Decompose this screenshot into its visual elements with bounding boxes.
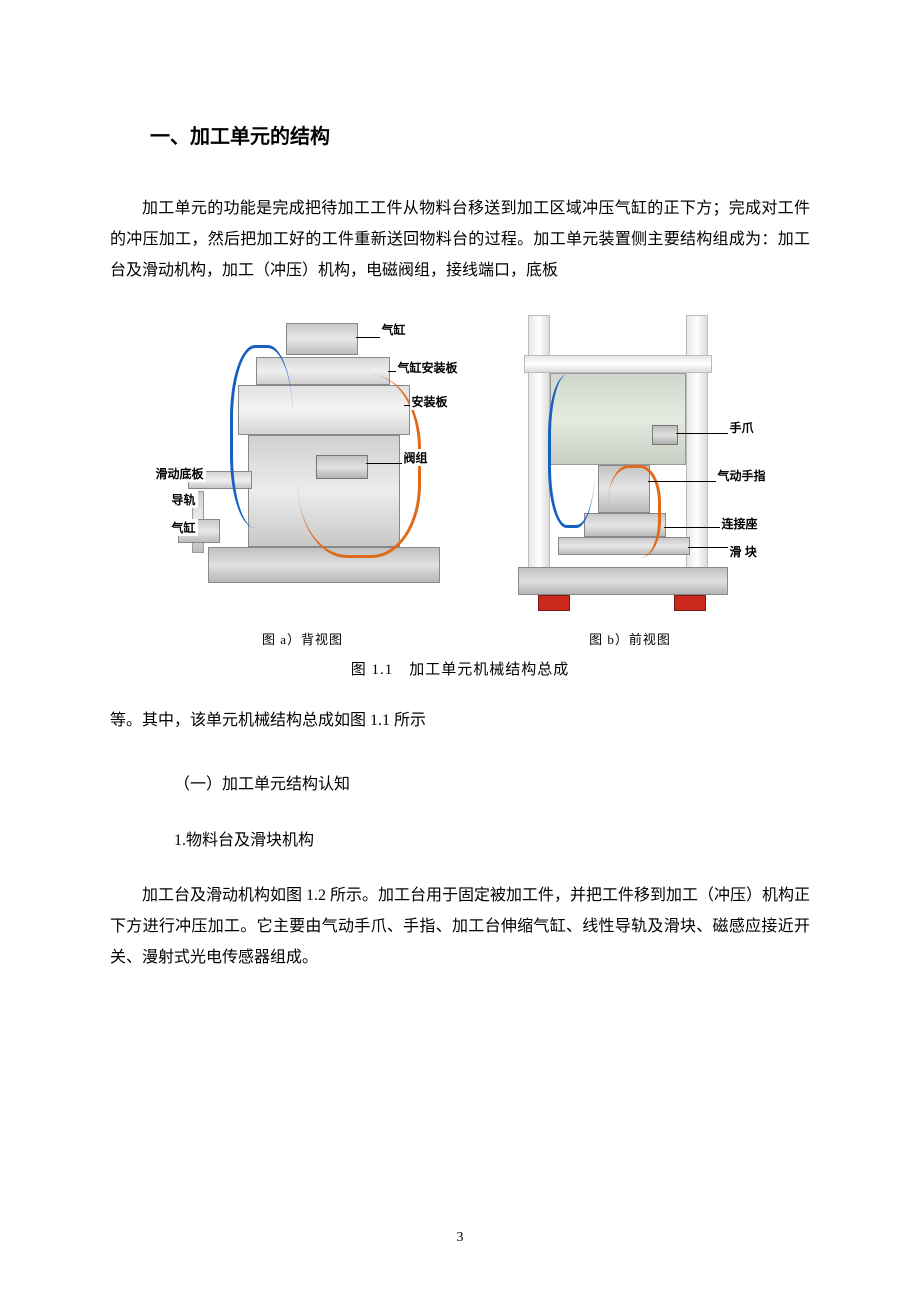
figure-a-wrap: 气缸 气缸安装板 安装板 阀组 滑动底板 导轨 气缸 图 a）背视图 <box>148 315 458 648</box>
callout-mount-plate: 安装板 <box>410 393 450 410</box>
subheading-1: （一）加工单元结构认知 <box>174 770 810 794</box>
paragraph-3: 加工台及滑动机构如图 1.2 所示。加工台用于固定被加工件，并把工件移到加工（冲… <box>110 880 810 974</box>
callout-cyl-mount-plate: 气缸安装板 <box>396 359 460 376</box>
fig-b-base <box>518 567 728 595</box>
figure-b-photo: 手爪 气动手指 连接座 滑 块 <box>488 315 773 625</box>
callout-claw: 手爪 <box>728 419 756 436</box>
figure-row: 气缸 气缸安装板 安装板 阀组 滑动底板 导轨 气缸 图 a）背视图 <box>110 315 810 648</box>
figure-a-caption: 图 a）背视图 <box>262 629 343 648</box>
figure-main-caption: 图 1.1 加工单元机械结构总成 <box>110 658 810 679</box>
page: 一、加工单元的结构 加工单元的功能是完成把待加工工件从物料台移送到加工区域冲压气… <box>0 0 920 1302</box>
figure-b-wrap: 手爪 气动手指 连接座 滑 块 图 b）前视图 <box>488 315 773 648</box>
subheading-2: 1.物料台及滑块机构 <box>174 826 810 850</box>
fig-a-base <box>208 547 440 583</box>
fig-b-hose-orange <box>608 465 661 558</box>
section-title: 一、加工单元的结构 <box>150 120 810 149</box>
lead-line <box>356 337 380 338</box>
callout-slide-base: 滑动底板 <box>154 465 206 482</box>
lead-line <box>366 463 402 464</box>
fig-b-claw <box>652 425 678 445</box>
callout-valve-group: 阀组 <box>402 449 430 466</box>
lead-line <box>688 547 728 548</box>
lead-line <box>676 433 728 434</box>
callout-slider: 滑 块 <box>728 543 759 560</box>
paragraph-2: 等。其中，该单元机械结构总成如图 1.1 所示 <box>110 705 810 736</box>
page-number: 3 <box>0 1230 920 1246</box>
callout-cylinder-side: 气缸 <box>170 519 198 536</box>
lead-line <box>664 527 720 528</box>
callout-cylinder-top: 气缸 <box>380 321 408 338</box>
fig-b-foot <box>674 595 706 611</box>
figure-b-caption: 图 b）前视图 <box>589 629 671 648</box>
fig-b-top-bar <box>524 355 712 373</box>
fig-b-hose-blue <box>548 375 595 528</box>
callout-connector-seat: 连接座 <box>720 515 760 532</box>
callout-rail: 导轨 <box>170 491 198 508</box>
callout-pneumatic-finger: 气动手指 <box>716 467 768 484</box>
fig-b-column-right <box>686 315 708 569</box>
figure-a-photo: 气缸 气缸安装板 安装板 阀组 滑动底板 导轨 气缸 <box>148 315 458 625</box>
lead-line <box>648 481 716 482</box>
fig-a-hose-blue <box>230 345 293 528</box>
paragraph-1: 加工单元的功能是完成把待加工工件从物料台移送到加工区域冲压气缸的正下方；完成对工… <box>110 193 810 287</box>
fig-b-foot <box>538 595 570 611</box>
fig-a-top-cylinder <box>286 323 358 355</box>
fig-a-hose-orange <box>298 375 421 558</box>
figure-1-1: 气缸 气缸安装板 安装板 阀组 滑动底板 导轨 气缸 图 a）背视图 <box>110 315 810 679</box>
fig-b-column-left <box>528 315 550 569</box>
